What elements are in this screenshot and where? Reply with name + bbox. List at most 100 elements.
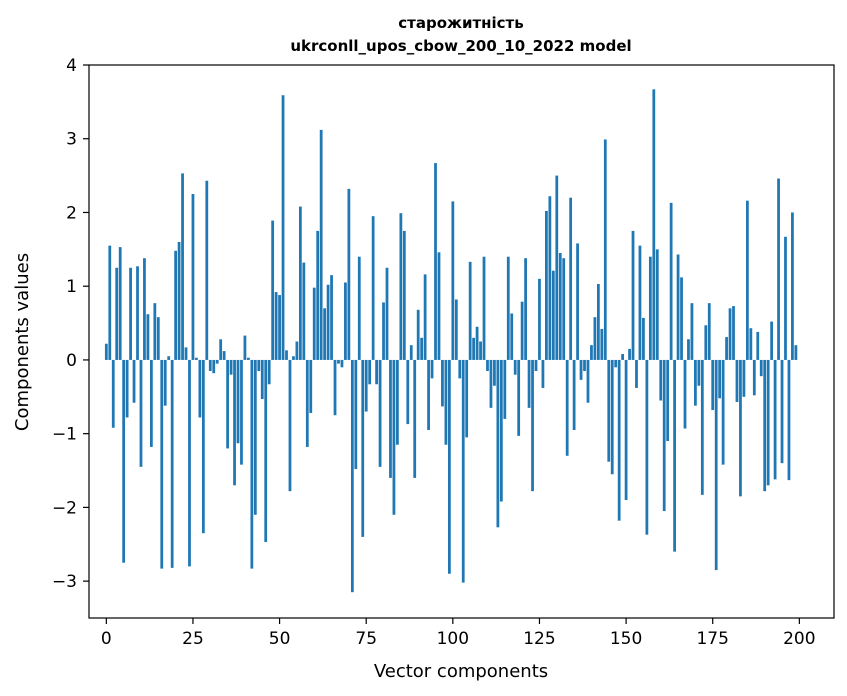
- bar: [399, 213, 403, 360]
- bar: [711, 359, 715, 411]
- bar: [434, 163, 437, 360]
- bar: [125, 359, 129, 418]
- bar: [784, 236, 787, 360]
- x-tick-label: 150: [610, 629, 642, 649]
- bars-group: [104, 89, 798, 593]
- bar: [368, 359, 372, 385]
- bar: [752, 359, 756, 396]
- bar: [146, 314, 150, 360]
- bar: [673, 359, 676, 552]
- bar: [652, 89, 656, 360]
- bar: [288, 359, 292, 492]
- bar: [278, 295, 281, 360]
- bar: [617, 359, 621, 521]
- bar: [316, 230, 320, 360]
- bar: [496, 359, 500, 528]
- bar: [527, 359, 531, 408]
- bar: [347, 188, 351, 360]
- bar: [759, 359, 763, 377]
- bar: [534, 359, 538, 371]
- bar: [181, 173, 184, 360]
- bar: [773, 359, 777, 480]
- bar: [593, 317, 597, 360]
- bar: [555, 175, 559, 360]
- x-axis-ticks: 0 25 50 75 100 125 150 175 200: [101, 618, 816, 649]
- x-tick-label: 0: [101, 629, 112, 649]
- bar: [122, 359, 126, 563]
- bar: [143, 258, 146, 360]
- bar: [396, 359, 399, 445]
- bar: [274, 292, 278, 360]
- bar: [607, 359, 611, 462]
- y-tick-label: −3: [52, 572, 77, 592]
- bar: [551, 270, 555, 360]
- bar: [333, 359, 337, 416]
- bar: [628, 348, 631, 360]
- bar: [201, 359, 205, 534]
- bar: [375, 359, 378, 385]
- bar: [257, 359, 261, 371]
- bar: [198, 359, 202, 418]
- bar: [108, 245, 112, 360]
- bar: [427, 359, 430, 430]
- bar: [565, 359, 569, 456]
- bar: [205, 180, 209, 360]
- bar: [531, 359, 534, 492]
- bar: [614, 359, 618, 368]
- x-tick-label: 100: [437, 629, 469, 649]
- bar: [441, 359, 444, 407]
- bar: [215, 359, 219, 364]
- bar: [413, 359, 417, 478]
- y-axis-ticks: −3 −2 −1 0 1 2 3 4: [52, 56, 89, 592]
- bar: [576, 243, 579, 360]
- bar: [662, 359, 666, 512]
- bar: [406, 359, 410, 425]
- bar: [777, 178, 780, 360]
- bar: [309, 359, 313, 414]
- bar: [690, 303, 694, 360]
- bar: [389, 359, 392, 478]
- plot-area-frame: [88, 64, 835, 619]
- x-tick-label: 50: [269, 629, 291, 649]
- bar: [458, 359, 462, 379]
- bar: [479, 341, 482, 360]
- bar: [648, 256, 652, 360]
- bar: [236, 359, 240, 444]
- bar: [461, 359, 465, 583]
- bar: [794, 345, 798, 360]
- bar: [260, 359, 264, 400]
- bar: [132, 359, 136, 403]
- bar: [292, 356, 295, 360]
- bar: [219, 339, 223, 360]
- bar: [451, 201, 455, 360]
- bar: [791, 212, 794, 360]
- bar: [298, 206, 302, 360]
- bar: [402, 230, 406, 360]
- bar: [676, 254, 680, 360]
- bar: [787, 359, 791, 481]
- bar: [638, 245, 642, 360]
- bar: [642, 317, 645, 360]
- bar: [569, 197, 573, 360]
- bar: [233, 359, 236, 486]
- bar: [545, 210, 548, 360]
- bar: [250, 359, 254, 569]
- x-tick-label: 125: [523, 629, 555, 649]
- bar: [111, 359, 115, 428]
- bar: [572, 359, 576, 430]
- bar: [517, 359, 521, 436]
- bar: [739, 359, 742, 497]
- bar: [645, 359, 649, 535]
- bar: [745, 200, 749, 360]
- bar: [423, 274, 427, 360]
- bar: [590, 345, 593, 360]
- bar: [253, 359, 257, 515]
- bar: [579, 359, 583, 380]
- bar: [586, 359, 590, 403]
- bar: [610, 359, 614, 475]
- bar: [725, 337, 728, 360]
- y-tick-label: 1: [66, 277, 77, 297]
- bar: [177, 241, 181, 360]
